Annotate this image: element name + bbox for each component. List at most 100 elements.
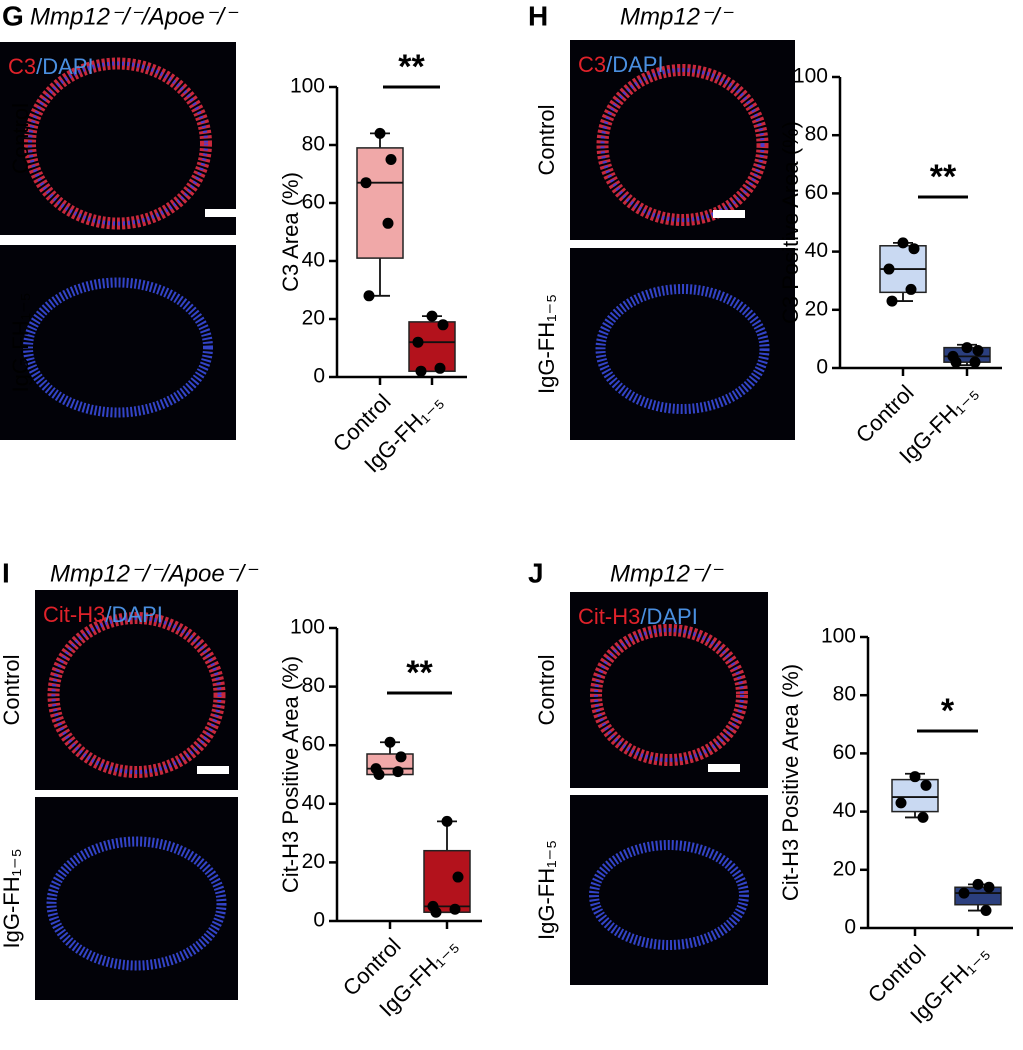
data-point: [373, 769, 385, 780]
data-point: [415, 365, 427, 377]
row-label: Control: [534, 105, 559, 176]
micrograph: [35, 797, 238, 1000]
data-point: [384, 736, 396, 748]
data-point: [395, 751, 407, 763]
tissue-ring: [46, 836, 227, 971]
y-tick-label: 40: [833, 799, 856, 822]
data-point: [972, 878, 984, 890]
data-point: [883, 263, 895, 275]
scale-bar: [713, 210, 745, 218]
row-label: IgG-FH₁₋₅: [534, 294, 559, 394]
y-tick-label: 20: [833, 857, 856, 880]
data-point: [360, 177, 372, 189]
data-point: [905, 283, 917, 295]
y-tick-label: 80: [302, 674, 325, 697]
data-point: [961, 342, 973, 354]
tissue-ring: [28, 61, 208, 226]
data-point: [426, 310, 438, 322]
significance-label: *: [941, 692, 955, 730]
data-point: [908, 243, 920, 255]
genotype-label: Mmp12⁻/⁻/Apoe⁻/⁻: [30, 3, 239, 30]
box: [356, 147, 404, 259]
y-tick-label: 100: [290, 616, 325, 639]
row-label: IgG-FH₁₋₅: [0, 848, 24, 948]
y-tick-label: 60: [302, 191, 325, 214]
micrograph: [570, 592, 768, 788]
y-tick-label: 80: [302, 133, 325, 156]
tissue-ring: [595, 284, 770, 414]
tissue-ring: [23, 277, 213, 418]
data-point: [897, 237, 909, 249]
y-tick-label: 40: [302, 791, 325, 814]
y-tick-label: 100: [793, 65, 828, 88]
data-point: [441, 815, 453, 827]
y-tick-label: 80: [805, 123, 828, 146]
y-axis-label: Cit-H3 Positive Area (%): [778, 664, 803, 901]
row-label: IgG-FH₁₋₅: [534, 840, 559, 940]
data-point: [969, 356, 981, 368]
genotype-label: Mmp12⁻/⁻: [620, 3, 734, 30]
y-tick-label: 100: [290, 75, 325, 98]
y-axis-label: Cit-H3 Positive Area (%): [278, 656, 303, 893]
data-point: [412, 336, 424, 348]
counterstain-name: /DAPI: [36, 54, 93, 79]
data-point: [385, 154, 397, 165]
stain-name: C3: [8, 54, 36, 79]
tissue-ring: [594, 628, 744, 762]
stain-label: Cit-H3/DAPI: [578, 604, 698, 629]
row-label: Control: [8, 103, 33, 174]
data-point: [452, 871, 464, 883]
y-tick-label: 40: [805, 239, 828, 262]
y-axis-label: C3 Area (%): [278, 172, 303, 292]
data-point: [895, 797, 907, 809]
significance-label: **: [398, 48, 425, 86]
y-tick-label: 80: [833, 683, 856, 706]
data-point: [392, 766, 404, 778]
y-tick-label: 20: [805, 297, 828, 320]
data-point: [434, 362, 446, 374]
counterstain-name: /DAPI: [105, 602, 162, 627]
y-tick-label: 0: [816, 356, 828, 379]
data-point: [437, 319, 449, 331]
data-point: [917, 811, 929, 823]
data-point: [909, 771, 921, 783]
genotype-label: Mmp12⁻/⁻/Apoe⁻/⁻: [50, 560, 259, 587]
stain-name: Cit-H3: [578, 604, 640, 629]
y-tick-label: 20: [302, 307, 325, 330]
y-tick-label: 60: [805, 181, 828, 204]
y-tick-label: 60: [302, 733, 325, 756]
y-tick-label: 0: [313, 909, 325, 932]
data-point: [382, 217, 394, 229]
data-point: [430, 906, 442, 918]
y-tick-label: 20: [302, 850, 325, 873]
data-point: [983, 881, 995, 893]
significance-label: **: [406, 654, 433, 692]
y-tick-label: 100: [821, 625, 856, 648]
y-tick-label: 60: [833, 741, 856, 764]
stain-label: C3/DAPI: [578, 52, 664, 77]
counterstain-name: /DAPI: [640, 604, 697, 629]
data-point: [972, 345, 984, 357]
micrograph: [0, 42, 236, 235]
significance-label: **: [930, 158, 957, 196]
data-point: [980, 905, 992, 917]
data-point: [958, 887, 970, 899]
panel-letter: I: [2, 557, 10, 588]
panel-letter: G: [2, 0, 24, 31]
panel-letter: H: [528, 0, 548, 31]
scale-bar: [205, 209, 237, 217]
tissue-ring: [51, 616, 222, 774]
row-label: Control: [0, 655, 24, 726]
y-tick-label: 40: [302, 249, 325, 272]
row-label: Control: [534, 655, 559, 726]
data-point: [886, 295, 898, 307]
data-point: [363, 290, 375, 302]
y-tick-label: 0: [844, 916, 856, 939]
scale-bar: [708, 764, 740, 772]
data-point: [950, 356, 962, 368]
stain-label: Cit-H3/DAPI: [43, 602, 163, 627]
counterstain-name: /DAPI: [606, 52, 663, 77]
y-axis-label: C3 Positive Area (%): [778, 121, 803, 324]
scale-bar: [197, 766, 229, 774]
